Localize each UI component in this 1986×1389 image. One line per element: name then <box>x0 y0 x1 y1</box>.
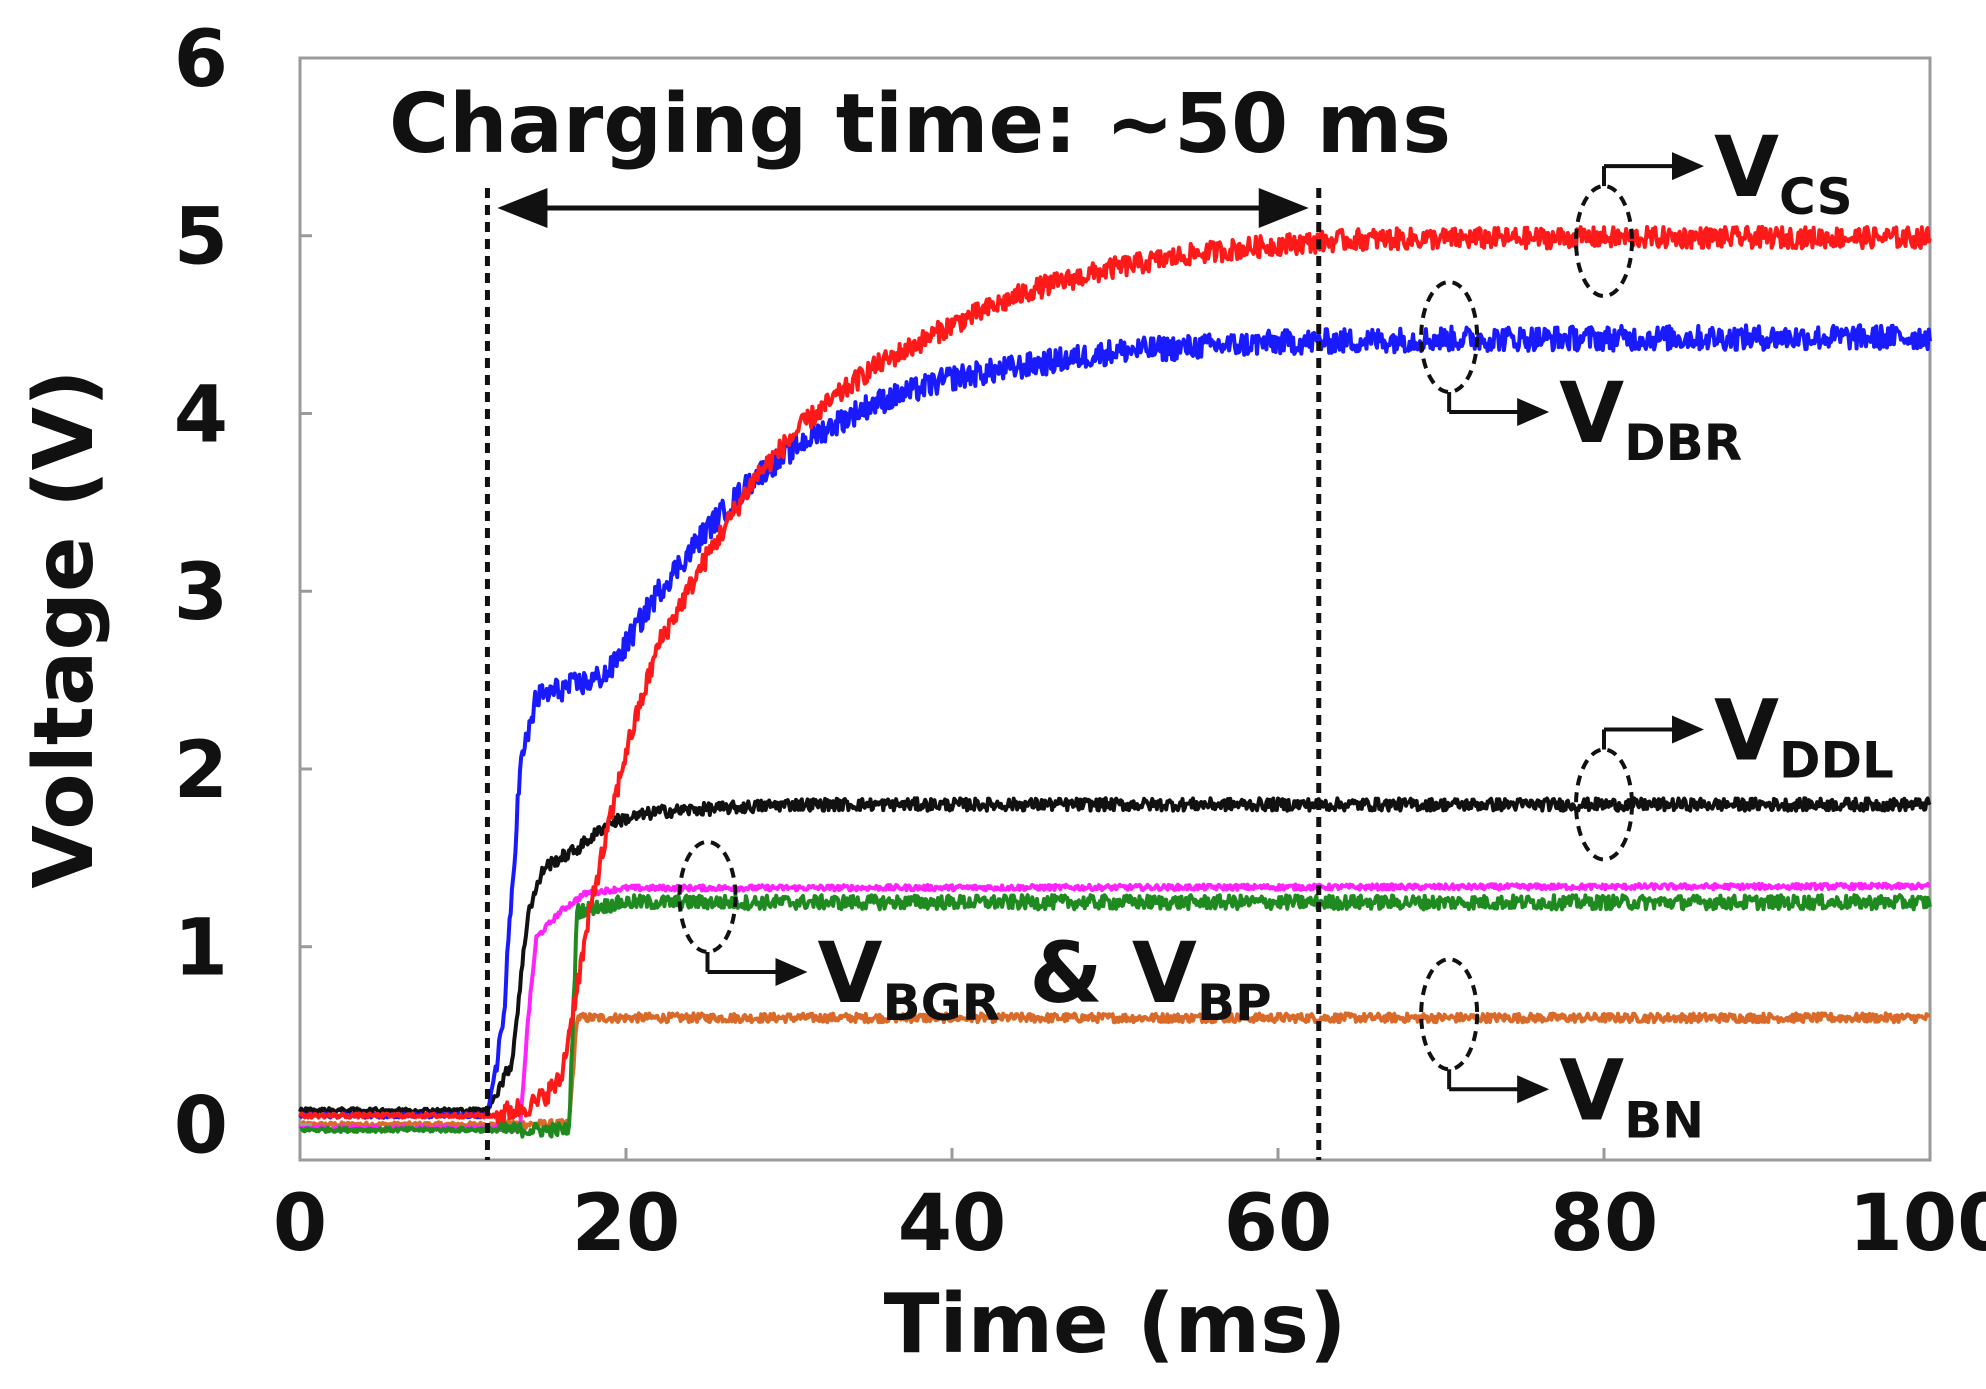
dashed-ellipse-marker-vbgr-vbp <box>677 839 738 954</box>
arrow-head-right-icon <box>1258 188 1309 228</box>
x-tick-label: 60 <box>1224 1179 1333 1269</box>
axis-layer: 0 20 40 60 80 100 0 1 2 3 4 5 6 <box>174 15 1986 1269</box>
marker-arrow-head-icon <box>775 957 808 986</box>
x-tick-label: 20 <box>572 1179 681 1269</box>
series-label-vcs: VCS <box>1714 118 1853 226</box>
y-tick-label: 5 <box>174 193 228 283</box>
charging-time-label: Charging time: ~50 ms <box>389 77 1451 172</box>
charging-time-annotation: Charging time: ~50 ms <box>389 77 1451 1160</box>
y-axis-title: Voltage (V) <box>17 369 112 888</box>
series-label-vbn: VBN <box>1559 1041 1704 1149</box>
series-line-vbgr <box>298 881 1931 1133</box>
x-tick-label: 40 <box>898 1179 1007 1269</box>
plot-frame <box>298 56 1932 1162</box>
series-line-vddl <box>298 796 1932 1115</box>
y-tick-label: 1 <box>174 904 228 994</box>
y-tick-label: 2 <box>174 726 228 816</box>
dashed-ellipse-marker-vbn <box>1419 957 1480 1072</box>
series-label-vddl: VDDL <box>1714 682 1894 790</box>
series-label-vdbr: VDBR <box>1559 364 1742 472</box>
x-tick-label: 0 <box>273 1179 327 1269</box>
series-line-vbp <box>299 893 1932 1139</box>
y-tick-label: 0 <box>174 1081 228 1171</box>
x-tick-label: 80 <box>1550 1179 1659 1269</box>
x-tick-label: 100 <box>1849 1179 1986 1269</box>
arrow-head-left-icon <box>497 188 548 228</box>
series-label-vbgr-vbp: VBGR & VBP <box>818 924 1272 1032</box>
series-line-vdbr <box>298 323 1932 1120</box>
dashed-ellipse-marker-vddl <box>1574 747 1634 862</box>
series-layer <box>298 224 1932 1139</box>
y-tick-label: 3 <box>174 548 228 638</box>
y-tick-label: 4 <box>174 370 228 460</box>
x-axis-title: Time (ms) <box>884 1277 1347 1372</box>
marker-arrow-head-icon <box>1517 398 1550 427</box>
marker-arrow-head-icon <box>1517 1075 1550 1104</box>
series-line-vcs <box>298 224 1932 1125</box>
y-tick-label: 6 <box>174 15 228 105</box>
dashed-ellipse-marker-vcs <box>1574 184 1634 299</box>
marker-arrow-head-icon <box>1672 152 1704 181</box>
marker-layer <box>677 152 1704 1104</box>
dashed-ellipse-marker-vdbr <box>1419 280 1480 395</box>
marker-arrow-head-icon <box>1672 715 1704 744</box>
